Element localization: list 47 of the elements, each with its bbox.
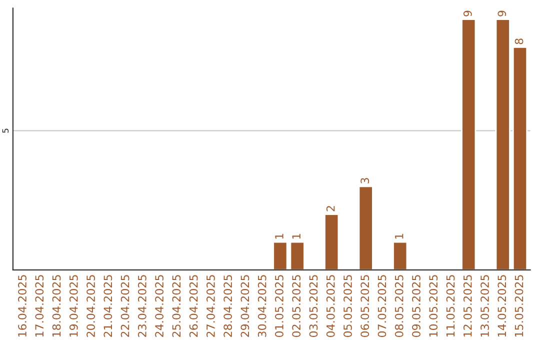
x-tick-label: 30.04.2025 (258, 275, 266, 337)
x-tick-label: 13.05.2025 (480, 275, 489, 337)
x-tick-label: 20.04.2025 (86, 275, 95, 337)
x-tick-label: 05.05.2025 (344, 275, 352, 338)
x-tick-label: 04.05.2025 (326, 275, 335, 338)
x-tick-label: 19.04.2025 (69, 275, 78, 337)
x-tick-label: 24.04.2025 (155, 275, 164, 337)
x-tick-label: 16.04.2025 (18, 275, 26, 337)
bar (495, 18, 510, 270)
data-label: 1 (395, 234, 404, 239)
x-tick-label: 10.05.2025 (429, 275, 438, 337)
x-tick-label: 28.04.2025 (224, 275, 232, 337)
x-tick-label: 09.05.2025 (412, 275, 420, 338)
x-tick-label: 06.05.2025 (360, 275, 370, 338)
x-tick-label: 29.04.2025 (240, 275, 250, 337)
bar (290, 241, 305, 270)
x-tick-label: 14.05.2025 (498, 275, 506, 337)
x-tick-label: 08.05.2025 (394, 275, 404, 338)
bar (392, 241, 408, 270)
bar (324, 214, 340, 270)
data-label: 9 (498, 10, 506, 16)
data-label: 3 (360, 178, 370, 184)
data-label: 1 (292, 234, 300, 239)
x-tick-label: 22.04.2025 (120, 275, 130, 337)
x-tick-label: 01.05.2025 (275, 275, 284, 338)
x-tick-label: 11.05.2025 (446, 275, 455, 337)
x-tick-label: 23.04.2025 (138, 275, 146, 337)
bar (461, 18, 476, 270)
x-tick-label: 18.04.2025 (52, 275, 61, 337)
x-tick-label: 25.04.2025 (172, 275, 181, 337)
x-tick-label: 12.05.2025 (463, 275, 472, 337)
bar (358, 186, 374, 270)
y-tick-label: 5 (2, 128, 9, 133)
x-tick-label: 17.04.2025 (35, 275, 44, 337)
x-tick-label: 27.04.2025 (206, 275, 215, 337)
data-label: 8 (514, 38, 524, 44)
data-label: 1 (275, 234, 284, 239)
data-label: 2 (326, 206, 335, 212)
x-tick-label: 07.05.2025 (378, 275, 386, 338)
data-label: 9 (463, 10, 472, 16)
x-tick-label: 03.05.2025 (309, 275, 318, 338)
x-tick-label: 02.05.2025 (292, 275, 301, 338)
x-tick-label: 26.04.2025 (189, 275, 198, 337)
bar (272, 241, 288, 270)
x-tick-label: 21.04.2025 (104, 275, 112, 337)
x-tick-label: 15.05.2025 (514, 275, 524, 337)
bar (512, 46, 528, 270)
